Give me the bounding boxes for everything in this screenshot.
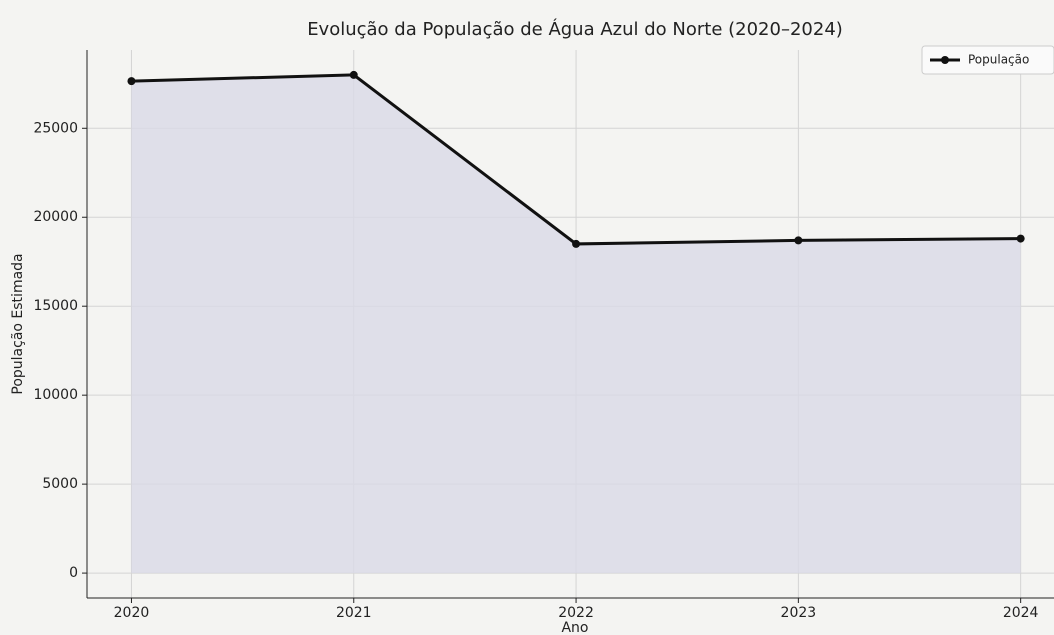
point <box>794 236 803 245</box>
y-tick-label: 25000 <box>33 120 78 136</box>
area <box>131 74 1021 574</box>
point <box>127 77 136 86</box>
x-tick-label: 2020 <box>114 605 150 621</box>
point <box>572 239 581 248</box>
x-tick-label: 2023 <box>781 605 817 621</box>
y-tick-label: 5000 <box>42 476 78 492</box>
y-axis-label: População Estimada <box>10 253 26 394</box>
y-tick-label: 0 <box>69 565 78 581</box>
legend-label: População <box>968 53 1029 67</box>
chart-title: Evolução da População de Água Azul do No… <box>307 18 843 40</box>
y-tick-label: 15000 <box>33 298 78 314</box>
x-tick-label: 2022 <box>558 605 594 621</box>
y-tick-label: 20000 <box>33 209 78 225</box>
legend-marker <box>941 56 949 64</box>
y-tick-label: 10000 <box>33 387 78 403</box>
legend-box <box>921 45 1054 75</box>
x-tick-label: 2021 <box>336 605 372 621</box>
x-tick-label: 2024 <box>1003 605 1039 621</box>
point <box>1016 234 1025 243</box>
point <box>349 70 358 79</box>
x-axis-label: Ano <box>561 620 588 635</box>
